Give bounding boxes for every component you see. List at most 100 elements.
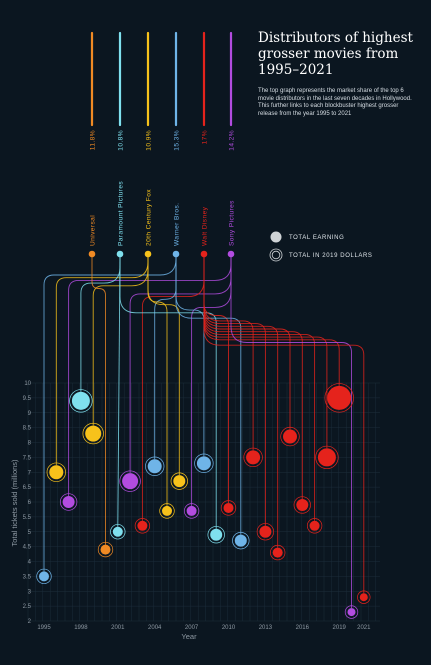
connector-curve (147, 254, 168, 506)
connector-curve (203, 254, 266, 526)
data-point (112, 526, 123, 537)
data-point (39, 571, 49, 582)
distributor-node (144, 250, 152, 258)
connector-curve (203, 254, 340, 386)
connector-curve (141, 254, 205, 521)
y-tick-label: 4.5 (23, 545, 32, 551)
point-ring (270, 544, 286, 561)
legend-total-earning-label: TOTAL EARNING (289, 235, 344, 241)
connector-curve (55, 254, 149, 466)
connector-curves (43, 253, 365, 609)
x-tick-label: 2001 (111, 625, 125, 631)
legend-total-2019-marker (269, 248, 283, 262)
point-ring (194, 453, 214, 473)
data-point (122, 473, 139, 490)
distributor-name: 20th Century Fox (146, 189, 153, 246)
connector-curve (203, 254, 279, 548)
data-point (347, 608, 356, 617)
point-ring (69, 389, 93, 413)
x-tick-label: 2007 (185, 625, 199, 631)
point-ring (110, 524, 126, 540)
y-tick-label: 3 (28, 589, 32, 595)
share-label: 10.9% (146, 130, 153, 151)
x-tick-label: 1998 (74, 625, 88, 631)
data-point (234, 534, 247, 547)
distributor-node (172, 250, 180, 258)
point-ring (145, 456, 165, 476)
connector-curve (92, 254, 149, 426)
point-ring (59, 493, 78, 511)
x-tick-label: 2004 (148, 625, 162, 631)
x-tick-label: 2016 (296, 625, 310, 631)
distributor-labels: 11.8% Universal 10.8% Paramount Pictures 10.… (90, 130, 236, 246)
distributor-name: Universal (90, 215, 97, 246)
connector-curve (203, 254, 328, 449)
data-point (283, 429, 297, 444)
x-axis-label: Year (181, 632, 197, 641)
y-tick-label: 8 (28, 441, 32, 447)
connector-curve (175, 254, 242, 535)
axis-ticks: 2 2.5 3 3.5 4 4.5 5 5.5 6 6.5 7 7.5 8 8.5 9 9.5 10 1995 19… (23, 381, 371, 631)
connector-curve (154, 254, 177, 460)
distributor-name: Walt Disney (202, 206, 209, 246)
share-label: 17% (202, 130, 209, 144)
distributor-node (227, 250, 235, 258)
y-axis-label: Total tickets sold (millions) (10, 459, 19, 547)
data-point (196, 456, 211, 471)
x-tick-label: 2010 (222, 625, 236, 631)
data-point (246, 450, 261, 465)
y-tick-label: 2.5 (23, 604, 32, 610)
connector-curve (203, 254, 291, 430)
connector-curve (119, 254, 217, 529)
point-ring (315, 445, 339, 470)
legend-total-2019-label: TOTAL IN 2019 DOLLARS (289, 253, 373, 259)
y-tick-label: 9.5 (23, 396, 32, 402)
point-ring (344, 605, 359, 619)
connector-curve (203, 254, 316, 521)
y-tick-label: 7 (28, 470, 32, 476)
distributor-name: Sony Pictures (229, 200, 236, 246)
connector-curve (230, 254, 352, 609)
y-tick-label: 6 (28, 500, 32, 506)
data-point (100, 544, 111, 555)
y-tick-label: 10 (24, 381, 31, 387)
connector-curve (68, 254, 232, 496)
point-ring (119, 470, 141, 492)
y-tick-label: 5 (28, 530, 32, 536)
point-ring (97, 541, 114, 558)
point-ring (159, 503, 175, 519)
connector-curve (91, 254, 106, 545)
point-ring (36, 568, 52, 585)
point-ring (306, 518, 323, 534)
data-point (173, 475, 186, 488)
data-point (309, 520, 320, 531)
y-tick-label: 4 (28, 560, 32, 566)
connector-curve (203, 254, 303, 499)
point-ring (357, 590, 371, 604)
data-point (162, 505, 172, 516)
chart-grid (27, 382, 380, 622)
distributor-name: Warner Bros. (174, 203, 181, 246)
data-point (296, 498, 309, 511)
data-points (36, 383, 371, 619)
data-point (137, 520, 148, 531)
page-description: The top graph represents the market shar… (258, 88, 412, 117)
distributor-node (116, 250, 124, 258)
page-title: Distributors of highest grosser movies f… (258, 30, 413, 78)
data-point (147, 459, 162, 474)
connector-curve (203, 254, 365, 594)
y-tick-label: 8.5 (23, 426, 32, 432)
data-point (317, 448, 336, 467)
point-ring (183, 503, 200, 519)
data-point (49, 465, 64, 480)
share-bars (88, 31, 235, 258)
data-point (85, 425, 102, 442)
data-point (327, 385, 352, 410)
connector-curve (191, 254, 232, 506)
y-tick-label: 3.5 (23, 574, 32, 580)
x-tick-label: 2021 (357, 625, 371, 631)
point-ring (207, 526, 225, 544)
connector-curve (117, 253, 121, 527)
point-ring (280, 426, 300, 447)
